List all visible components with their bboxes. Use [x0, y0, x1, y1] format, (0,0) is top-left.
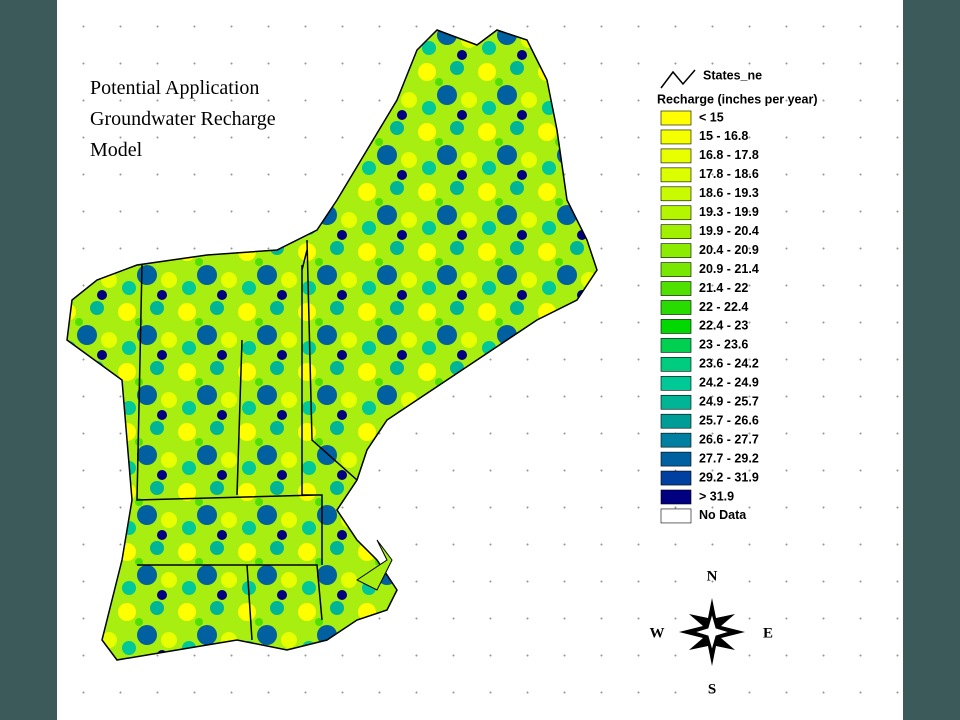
legend-label: 21.4 - 22 — [699, 281, 748, 295]
legend-label: 22 - 22.4 — [699, 300, 748, 314]
legend-label: 16.8 - 17.8 — [699, 148, 759, 162]
legend-swatch — [660, 375, 692, 391]
legend-label: 23.6 - 24.2 — [699, 357, 759, 371]
compass: N S E W — [650, 568, 774, 697]
legend-swatch — [660, 148, 692, 164]
legend-swatch — [660, 413, 692, 429]
legend-label: 15 - 16.8 — [699, 129, 748, 143]
legend-label: 24.9 - 25.7 — [699, 395, 759, 409]
legend-swatch — [660, 394, 692, 410]
legend-label: 23 - 23.6 — [699, 338, 748, 352]
legend-swatch — [660, 300, 692, 315]
legend-swatch — [660, 432, 692, 448]
state-boundaries — [136, 239, 358, 641]
legend-label: 20.9 - 21.4 — [699, 262, 759, 276]
legend-label: 20.4 - 20.9 — [699, 243, 759, 257]
legend-label: 29.2 - 31.9 — [699, 470, 759, 484]
legend-swatch — [660, 205, 692, 221]
legend-label: 27.7 - 29.2 — [699, 451, 759, 465]
legend-swatch — [660, 186, 692, 202]
legend-swatch — [660, 110, 692, 126]
legend-label: < 15 — [699, 110, 724, 124]
legend: < 15 15 - 16.8 16.8 - 17.8 17.8 - 18.6 18.6 … — [660, 110, 759, 524]
compass-north: N — [707, 568, 718, 584]
legend-label: 24.2 - 24.9 — [699, 376, 759, 390]
legend-label: 22.4 - 23 — [699, 319, 748, 333]
legend-label: 19.9 - 20.4 — [699, 224, 759, 238]
legend-heading: Recharge (inches per year) — [657, 92, 818, 106]
legend-label: No Data — [699, 508, 747, 522]
title-line: Model — [90, 139, 143, 161]
legend-label: 25.7 - 26.6 — [699, 413, 759, 427]
legend-swatch — [660, 224, 692, 239]
legend-label: 19.3 - 19.9 — [699, 205, 759, 219]
legend-label: 18.6 - 19.3 — [699, 186, 759, 200]
legend-swatch — [660, 470, 692, 486]
legend-label: > 31.9 — [699, 489, 734, 503]
title-line: Potential Application — [90, 77, 259, 99]
legend-layer: States_ne — [703, 68, 762, 82]
legend-swatch — [660, 508, 692, 524]
legend-swatch — [660, 451, 692, 467]
slide: States_ne Recharge (inches per year) < 1… — [57, 0, 903, 720]
title: Potential Application Groundwater Recharg… — [90, 77, 276, 161]
legend-swatch — [660, 129, 692, 145]
legend-swatch — [660, 319, 692, 334]
legend-label: 26.6 - 27.7 — [699, 432, 759, 446]
legend-swatch — [660, 489, 692, 505]
new-england-land — [66, 29, 598, 661]
cape-cod — [356, 539, 393, 591]
map-canvas: States_ne Recharge (inches per year) < 1… — [66, 29, 818, 697]
legend-swatch — [660, 338, 692, 353]
legend-swatch — [660, 281, 692, 296]
region-map — [66, 29, 598, 661]
legend-swatch — [660, 167, 692, 183]
legend-line-icon — [660, 69, 696, 89]
compass-south: S — [708, 681, 716, 697]
legend-label: 17.8 - 18.6 — [699, 167, 759, 181]
legend-swatch — [660, 357, 692, 372]
legend-swatch — [660, 243, 692, 258]
compass-star-inner — [693, 612, 731, 652]
title-line: Groundwater Recharge — [90, 108, 276, 130]
legend-swatch — [660, 262, 692, 277]
compass-west: W — [650, 625, 665, 641]
compass-east: E — [763, 625, 773, 641]
